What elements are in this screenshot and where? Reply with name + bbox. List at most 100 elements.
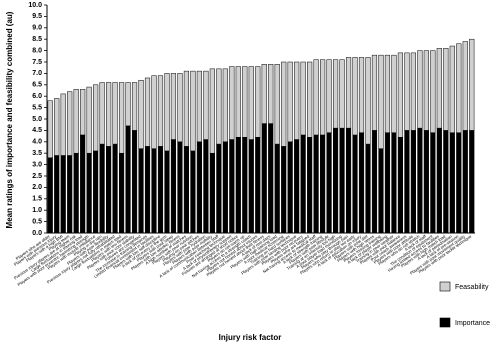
- y-tick-label: 2.5: [32, 173, 42, 180]
- bar-segment: [170, 139, 177, 234]
- bar-segment: [157, 75, 164, 147]
- bar-segment: [391, 54, 397, 133]
- bar-segment: [469, 38, 475, 131]
- bar-segment: [73, 89, 79, 154]
- bar-segment: [54, 155, 60, 234]
- bar-segment: [255, 136, 261, 234]
- bar-segment: [384, 54, 391, 133]
- bar-segment: [307, 136, 313, 234]
- bar-segment: [203, 139, 209, 234]
- legend-label: Feasability: [455, 284, 489, 291]
- bar-segment: [274, 64, 280, 145]
- y-tick-label: 4.5: [32, 127, 42, 134]
- bar-segment: [86, 152, 92, 234]
- bar-segment: [287, 61, 293, 143]
- bar-segment: [339, 127, 345, 234]
- bar-segment: [131, 130, 138, 234]
- bar-segment: [300, 61, 306, 136]
- bar-segment: [345, 127, 352, 234]
- bar-segment: [73, 152, 79, 234]
- bar-segment: [313, 59, 319, 136]
- bar-segment: [196, 70, 202, 143]
- x-axis-title: Injury risk factor: [219, 333, 282, 342]
- bar-segment: [313, 134, 319, 234]
- y-tick-label: 7.5: [32, 59, 42, 66]
- bar-segment: [229, 139, 235, 234]
- bar-segment: [352, 134, 358, 234]
- bar-segment: [462, 41, 468, 131]
- bar-segment: [430, 50, 436, 133]
- bar-segment: [138, 79, 144, 149]
- bar-segment: [462, 130, 468, 234]
- y-tick-label: 8.5: [32, 36, 42, 43]
- bar-segment: [456, 132, 462, 234]
- bar-segment: [287, 141, 293, 234]
- bar-segment: [294, 61, 300, 140]
- bar-segment: [339, 59, 345, 129]
- legend-swatch: [439, 281, 451, 292]
- bar-segment: [397, 136, 404, 234]
- bar-segment: [300, 134, 306, 234]
- bar-segment: [60, 93, 66, 156]
- bar-segment: [365, 57, 371, 145]
- bar-segment: [248, 66, 254, 140]
- bar-segment: [216, 143, 222, 234]
- y-tick-label: 1.0: [32, 207, 42, 214]
- bar-segment: [99, 82, 105, 145]
- bar-segment: [177, 73, 183, 143]
- bar-segment: [67, 155, 73, 234]
- bar-segment: [268, 64, 274, 124]
- bar-segment: [404, 130, 410, 234]
- bar-segment: [183, 146, 190, 234]
- bar-segment: [190, 150, 196, 234]
- y-tick-label: 6.0: [32, 93, 42, 100]
- bar-segment: [99, 143, 105, 234]
- bar-segment: [80, 89, 86, 136]
- bar-segment: [222, 68, 228, 143]
- bar-segment: [80, 134, 86, 234]
- bar-segment: [345, 57, 352, 129]
- bar-segment: [164, 73, 170, 152]
- bar-segment: [216, 68, 222, 145]
- bar-segment: [67, 91, 73, 156]
- bar-segment: [255, 66, 261, 138]
- bar-segment: [423, 130, 429, 234]
- bar-segment: [378, 148, 384, 234]
- bar-segment: [47, 157, 53, 234]
- bar-segment: [164, 150, 170, 234]
- bar-segment: [112, 82, 118, 145]
- y-axis-title: Mean ratings of importance and feasibili…: [5, 11, 14, 228]
- y-tick-label: 5.0: [32, 116, 42, 123]
- bar-segment: [281, 146, 287, 234]
- bar-segment: [118, 152, 125, 234]
- y-tick-label: 1.5: [32, 196, 42, 203]
- bar-segment: [170, 73, 177, 140]
- bar-segment: [332, 127, 339, 234]
- y-tick-label: 0.0: [32, 230, 42, 237]
- legend-label: Importance: [455, 320, 490, 327]
- bar-segment: [456, 43, 462, 133]
- bar-segment: [274, 143, 280, 234]
- bar-segment: [106, 146, 112, 234]
- bar-segment: [196, 141, 202, 234]
- bar-segment: [235, 136, 241, 234]
- bar-segment: [423, 50, 429, 131]
- bar-segment: [449, 132, 455, 234]
- y-tick-label: 5.5: [32, 104, 42, 111]
- bar-segment: [430, 132, 436, 234]
- bar-segment: [384, 132, 391, 234]
- bar-segment: [358, 57, 365, 133]
- bar-segment: [365, 143, 371, 234]
- bar-segment: [93, 84, 99, 152]
- bar-segment: [352, 57, 358, 136]
- y-tick-label: 2.0: [32, 184, 42, 191]
- y-tick-label: 9.0: [32, 25, 42, 32]
- bar-segment: [131, 82, 138, 131]
- bar-segment: [436, 127, 442, 234]
- bar-segment: [469, 130, 475, 234]
- y-tick-label: 6.5: [32, 82, 42, 89]
- bar-segment: [261, 123, 267, 234]
- bar-segment: [151, 148, 157, 234]
- bar-segment: [54, 98, 60, 156]
- bar-segment: [106, 82, 112, 147]
